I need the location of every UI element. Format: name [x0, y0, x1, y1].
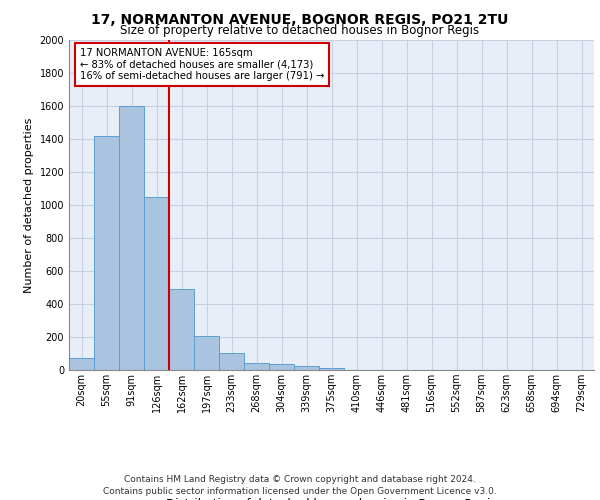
- Bar: [119, 106, 144, 370]
- Bar: [319, 368, 344, 370]
- Y-axis label: Number of detached properties: Number of detached properties: [24, 118, 34, 292]
- Bar: [244, 362, 269, 370]
- Bar: [144, 196, 169, 370]
- Bar: [169, 289, 194, 370]
- Bar: [269, 364, 294, 370]
- Text: 17, NORMANTON AVENUE, BOGNOR REGIS, PO21 2TU: 17, NORMANTON AVENUE, BOGNOR REGIS, PO21…: [91, 12, 509, 26]
- Bar: [194, 336, 219, 370]
- Bar: [219, 352, 244, 370]
- Text: Size of property relative to detached houses in Bognor Regis: Size of property relative to detached ho…: [121, 24, 479, 37]
- Bar: [94, 136, 119, 370]
- X-axis label: Distribution of detached houses by size in Bognor Regis: Distribution of detached houses by size …: [166, 498, 497, 500]
- Text: Contains HM Land Registry data © Crown copyright and database right 2024.
Contai: Contains HM Land Registry data © Crown c…: [103, 474, 497, 496]
- Bar: [69, 358, 94, 370]
- Bar: [294, 366, 319, 370]
- Text: 17 NORMANTON AVENUE: 165sqm
← 83% of detached houses are smaller (4,173)
16% of : 17 NORMANTON AVENUE: 165sqm ← 83% of det…: [79, 48, 324, 82]
